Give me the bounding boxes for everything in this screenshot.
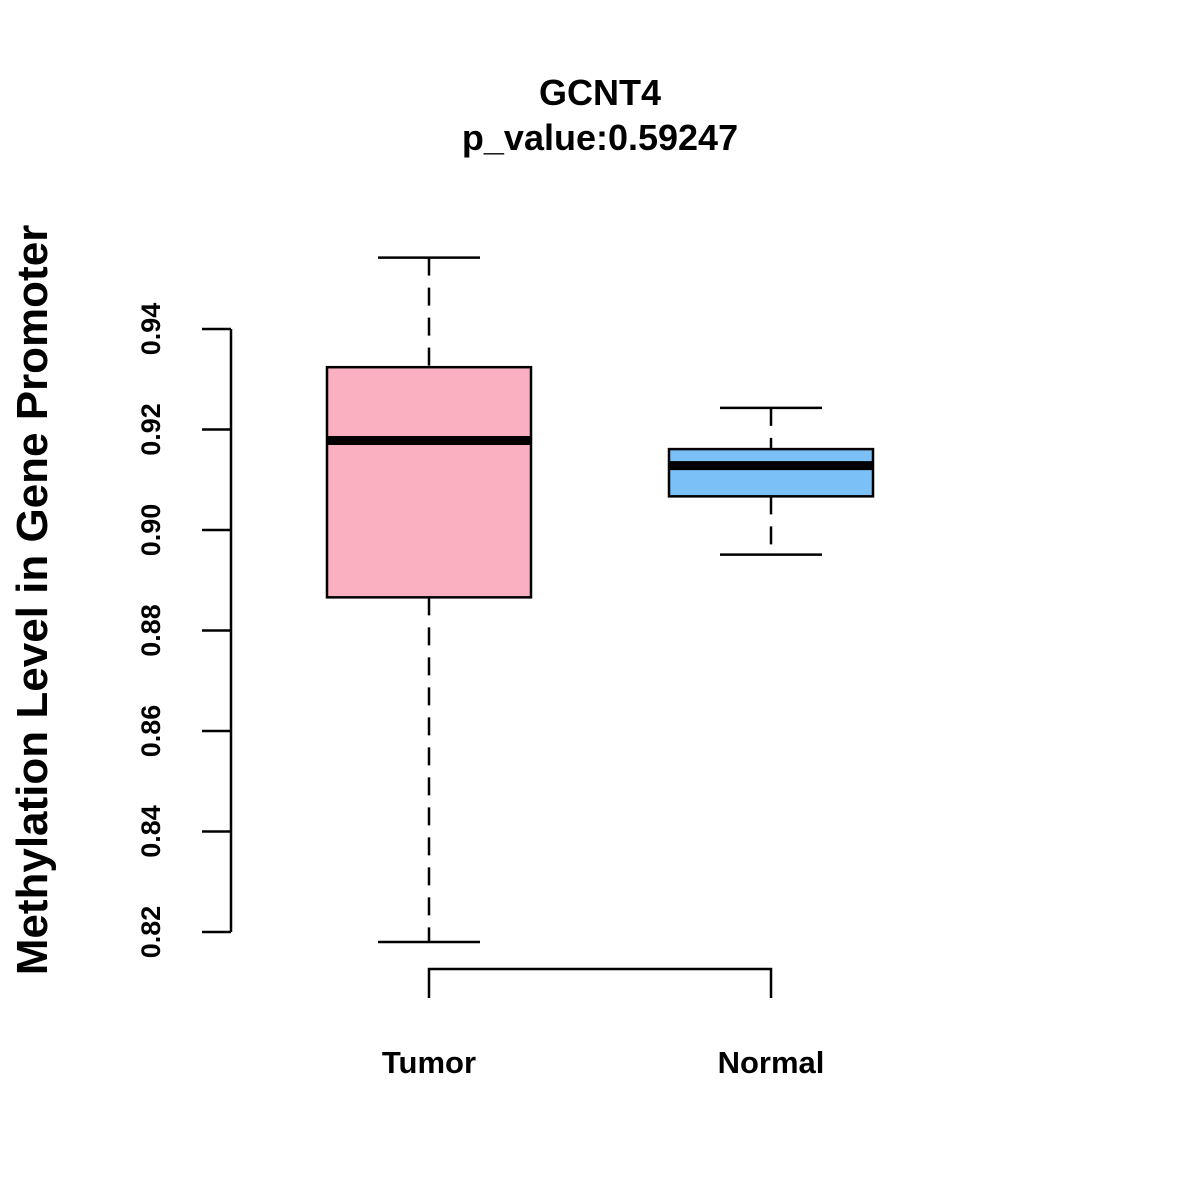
y-tick-label: 0.94 [136, 303, 166, 356]
category-label-normal: Normal [718, 1045, 825, 1080]
y-tick-label: 0.92 [136, 403, 166, 456]
y-axis-label: Methylation Level in Gene Promoter [8, 225, 57, 976]
iqr-box [667, 447, 875, 498]
chart-title: GCNT4 [539, 72, 661, 113]
comparison-bracket [427, 967, 773, 998]
x-axis-labels: Tumor Normal [382, 1045, 824, 1080]
y-tick-label: 0.84 [136, 805, 166, 858]
box-normal [667, 406, 875, 556]
y-tick-label: 0.90 [136, 504, 166, 557]
iqr-box [325, 365, 533, 599]
bracket-line [427, 967, 773, 998]
y-axis: 0.82 0.84 0.86 0.88 0.90 0.92 0.94 [136, 303, 233, 959]
y-tick-label: 0.86 [136, 705, 166, 758]
y-tick-label: 0.88 [136, 604, 166, 657]
box-tumor [325, 256, 533, 944]
boxes [325, 256, 875, 944]
category-label-tumor: Tumor [382, 1045, 476, 1080]
y-tick-label: 0.82 [136, 906, 166, 959]
chart-subtitle: p_value:0.59247 [462, 117, 738, 158]
